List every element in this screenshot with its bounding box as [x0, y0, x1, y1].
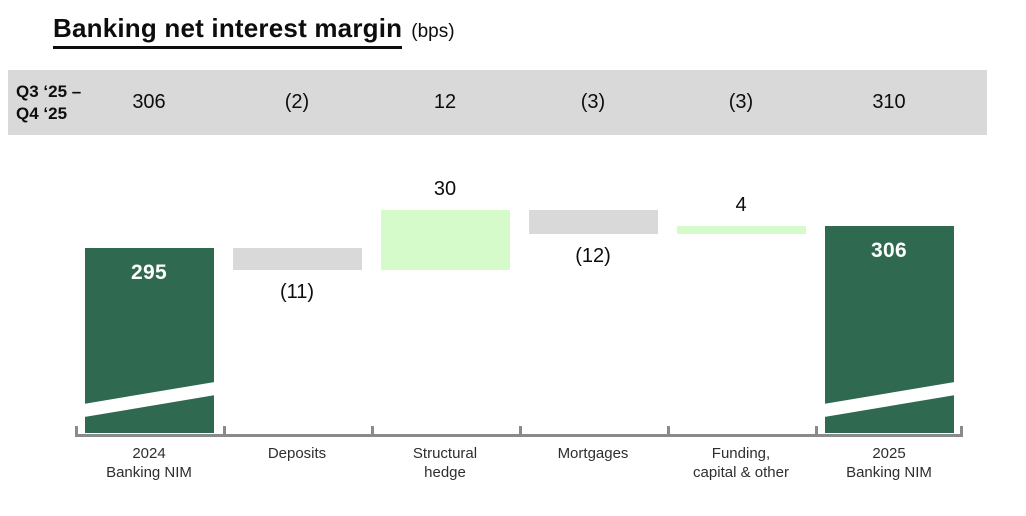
x-axis-tick — [223, 426, 226, 435]
bar-value-label-2025-banking-nim: 306 — [871, 239, 907, 262]
qoq-period-line2: Q4 ‘25 — [16, 103, 68, 123]
qoq-value-2025-banking-nim: 310 — [872, 91, 906, 113]
category-label-2024-banking-nim: 2024 Banking NIM — [106, 445, 192, 481]
page-title: Banking net interest margin (bps) — [53, 13, 455, 49]
category-label-funding-capital-other: Funding, capital & other — [693, 445, 789, 481]
x-axis-tick — [667, 426, 670, 435]
page-title-unit: (bps) — [411, 21, 455, 42]
x-axis-line — [75, 434, 963, 437]
qoq-value-funding-capital-other: (3) — [728, 91, 754, 113]
qoq-period-label: Q3 ‘25 – Q4 ‘25 — [16, 70, 81, 135]
category-label-structural-hedge: Structural hedge — [412, 445, 478, 481]
qoq-value-deposits: (2) — [284, 91, 310, 113]
axis-break-stripe — [824, 379, 954, 420]
category-label-2025-banking-nim: 2025 Banking NIM — [846, 445, 932, 481]
x-axis-tick — [960, 426, 963, 435]
x-axis-tick — [75, 426, 78, 435]
axis-break-stripe — [84, 379, 214, 420]
page-title-text: Banking net interest margin — [53, 13, 403, 49]
category-label-mortgages: Mortgages — [557, 445, 629, 462]
bar-2025-banking-nim: 306 — [824, 226, 954, 433]
qoq-value-structural-hedge: 12 — [433, 91, 457, 113]
qoq-value-2024-banking-nim: 306 — [132, 91, 166, 113]
bar-structural-hedge — [380, 210, 510, 270]
bar-value-label-funding-capital-other: 4 — [735, 194, 747, 216]
bar-value-label-2024-banking-nim: 295 — [131, 261, 167, 284]
bar-value-label-mortgages: (12) — [575, 245, 611, 267]
bar-value-label-deposits: (11) — [279, 281, 315, 303]
qoq-period-line1: Q3 ‘25 – — [16, 81, 82, 101]
qoq-band: Q3 ‘25 – Q4 ‘25 306 (2) 12 (3) (3) 310 — [8, 70, 987, 135]
qoq-value-mortgages: (3) — [580, 91, 606, 113]
bar-2024-banking-nim: 295 — [84, 248, 214, 433]
x-axis-tick — [371, 426, 374, 435]
x-axis-tick — [519, 426, 522, 435]
x-axis-tick — [815, 426, 818, 435]
category-label-deposits: Deposits — [267, 445, 327, 462]
bar-funding-capital-other — [676, 226, 806, 234]
bar-deposits — [232, 248, 362, 270]
bar-mortgages — [528, 210, 658, 234]
bar-value-label-structural-hedge: 30 — [433, 178, 457, 200]
